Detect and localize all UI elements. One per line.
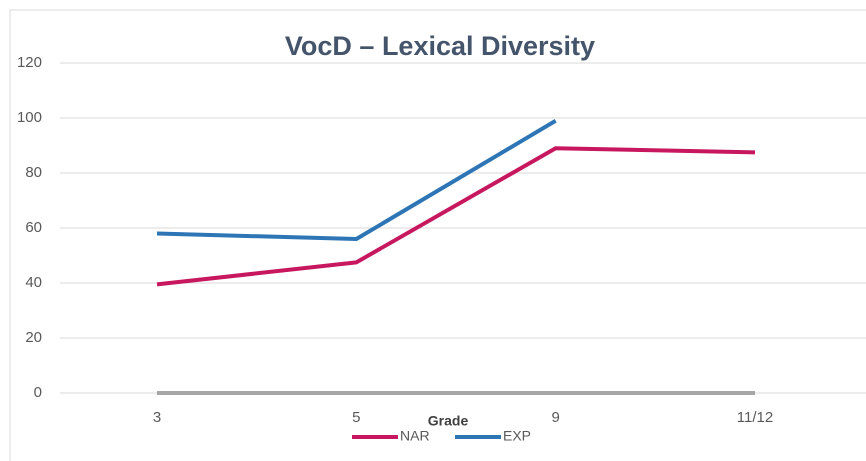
- y-tick-label: 100: [17, 109, 42, 126]
- y-tick-label: 40: [25, 274, 42, 291]
- chart-frame: [9, 9, 866, 461]
- y-tick-label: 60: [25, 219, 42, 236]
- series-line: [156, 146, 756, 287]
- x-tick-label: 11/12: [737, 409, 773, 426]
- y-tick-label: 120: [17, 54, 42, 71]
- legend-label: NAR: [400, 428, 430, 444]
- legend-label: EXP: [503, 428, 531, 444]
- y-tick-label: 80: [25, 164, 42, 181]
- series-line: [156, 119, 557, 241]
- y-tick-label: 20: [25, 329, 42, 346]
- x-tick-label: 5: [352, 409, 360, 426]
- x-axis-label: Grade: [428, 413, 469, 429]
- chart-title: VocD – Lexical Diversity: [285, 31, 595, 61]
- y-tick-label: 0: [34, 384, 42, 401]
- x-tick-label: 3: [153, 409, 161, 426]
- x-tick-label: 9: [551, 409, 559, 426]
